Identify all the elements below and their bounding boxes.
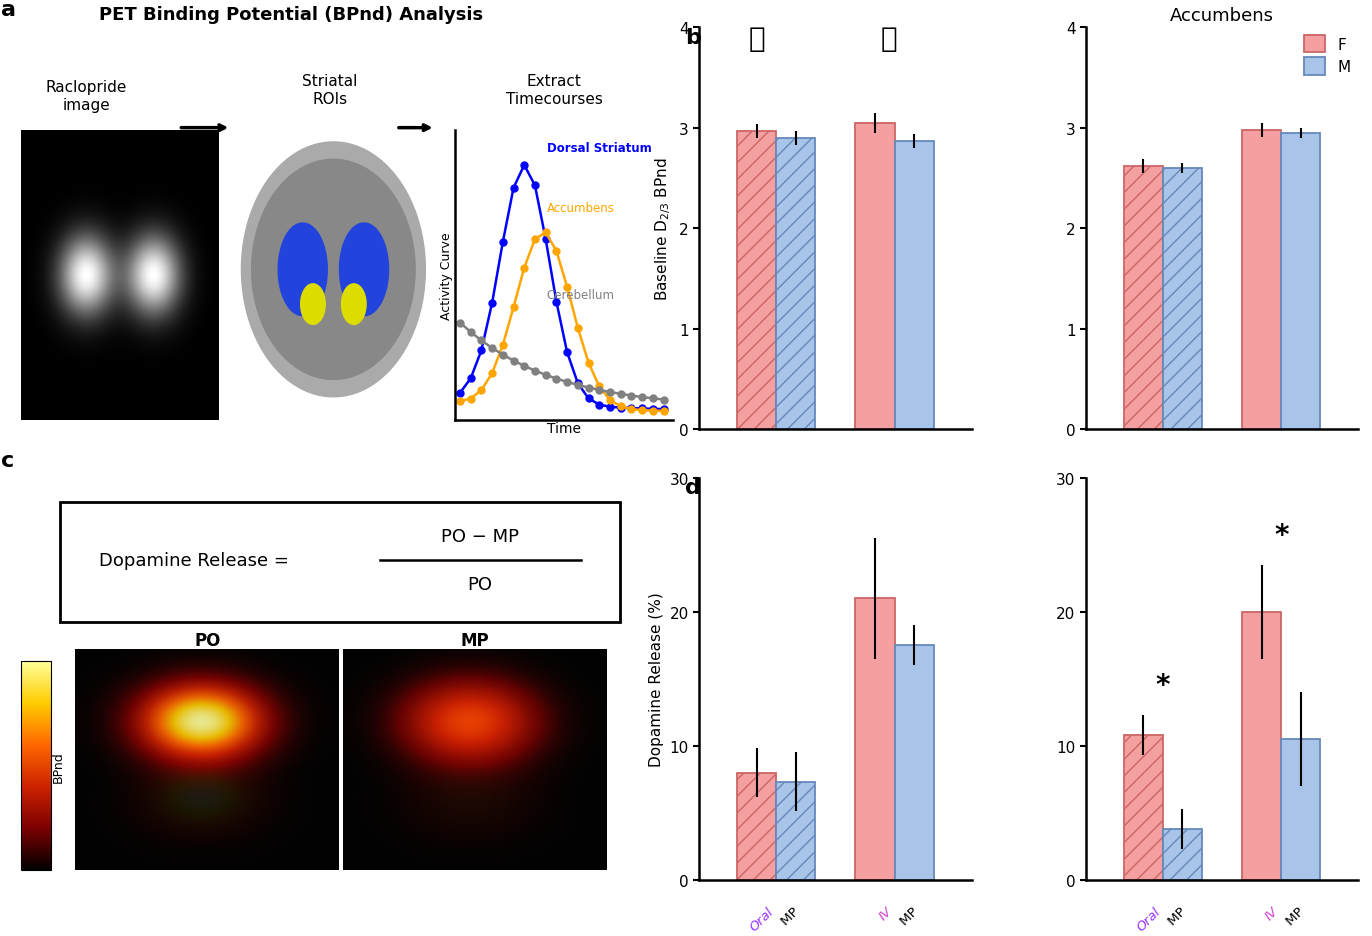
Bar: [1163, 168, 1202, 430]
Polygon shape: [107, 680, 307, 840]
Text: 💊: 💊: [749, 25, 766, 53]
Text: IV: IV: [877, 904, 895, 922]
Title: PO: PO: [193, 632, 221, 650]
Polygon shape: [241, 143, 425, 398]
Text: MP: MP: [895, 904, 921, 929]
Polygon shape: [300, 285, 325, 325]
X-axis label: Time: Time: [547, 422, 582, 436]
Bar: [1124, 167, 1163, 430]
Text: b: b: [686, 28, 701, 48]
Text: Oral: Oral: [1135, 904, 1163, 932]
Bar: [1163, 829, 1202, 880]
Text: 💉: 💉: [881, 25, 897, 53]
Bar: [777, 139, 815, 430]
Text: Raclopride
image: Raclopride image: [45, 80, 126, 112]
Text: PET Binding Potential (BPnd) Analysis: PET Binding Potential (BPnd) Analysis: [99, 6, 483, 24]
Text: IV: IV: [1262, 904, 1281, 922]
Text: PO: PO: [468, 576, 493, 593]
Title: MP: MP: [461, 632, 490, 650]
Text: c: c: [0, 450, 14, 470]
Text: MP: MP: [1281, 904, 1308, 929]
Polygon shape: [339, 224, 388, 316]
Text: *: *: [1275, 521, 1288, 549]
Legend: F, M: F, M: [1303, 36, 1350, 76]
Polygon shape: [279, 224, 328, 316]
Bar: [1242, 130, 1281, 430]
Y-axis label: Activity Curve: Activity Curve: [439, 232, 453, 319]
Bar: [856, 124, 895, 430]
Bar: [737, 773, 777, 880]
Text: Striatal
ROIs: Striatal ROIs: [302, 74, 358, 107]
Bar: [895, 646, 933, 880]
Bar: [1281, 739, 1320, 880]
Polygon shape: [342, 285, 366, 325]
FancyBboxPatch shape: [60, 503, 620, 622]
Text: Oral: Oral: [748, 904, 777, 932]
Text: Extract
Timecourses: Extract Timecourses: [506, 74, 602, 107]
Bar: [1242, 612, 1281, 880]
Text: MP: MP: [1163, 904, 1188, 929]
Text: Cerebellum: Cerebellum: [546, 289, 615, 302]
Y-axis label: BPnd: BPnd: [52, 750, 64, 782]
Polygon shape: [86, 663, 328, 857]
Text: Dopamine Release =: Dopamine Release =: [99, 551, 289, 569]
Y-axis label: Dopamine Release (%): Dopamine Release (%): [649, 592, 664, 767]
Text: PO − MP: PO − MP: [440, 527, 519, 546]
Text: Dorsal Striatum: Dorsal Striatum: [546, 141, 652, 154]
Bar: [737, 132, 777, 430]
Bar: [1124, 735, 1163, 880]
Text: Accumbens: Accumbens: [546, 202, 615, 215]
Bar: [1281, 134, 1320, 430]
Polygon shape: [354, 663, 597, 857]
Text: *: *: [1155, 671, 1170, 699]
Text: d: d: [686, 477, 701, 497]
Bar: [777, 782, 815, 880]
Polygon shape: [375, 680, 575, 840]
Title: Accumbens: Accumbens: [1170, 7, 1275, 25]
Y-axis label: Baseline D$_{2/3}$ BPnd: Baseline D$_{2/3}$ BPnd: [653, 157, 674, 300]
Bar: [856, 599, 895, 880]
Text: a: a: [0, 0, 15, 20]
Bar: [895, 141, 933, 430]
Polygon shape: [251, 160, 416, 380]
Text: MP: MP: [777, 904, 803, 929]
